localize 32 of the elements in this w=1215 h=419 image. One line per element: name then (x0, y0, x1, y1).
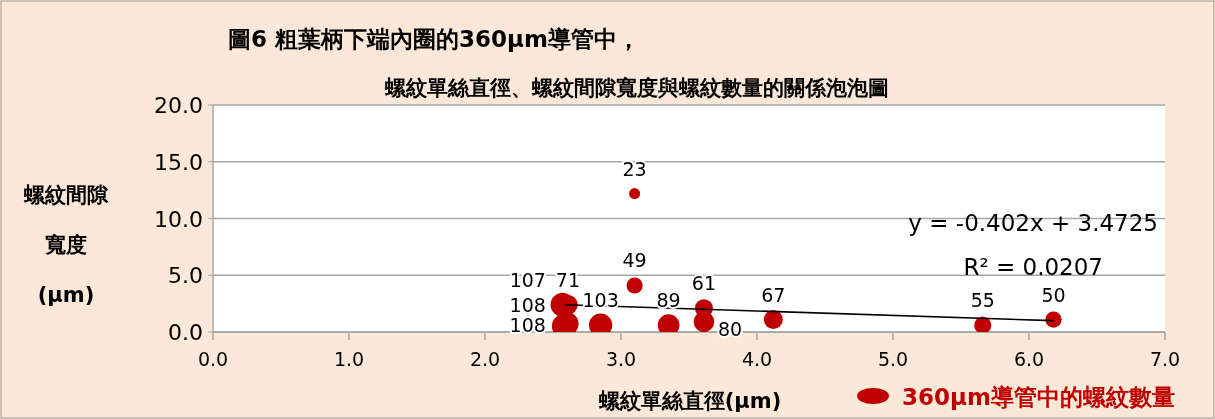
chart-subtitle: 螺紋單絲直徑、螺紋間隙寬度與螺紋數量的關係泡泡圖 (384, 76, 889, 100)
x-tick-label: 6.0 (1013, 348, 1045, 370)
x-tick-label: 5.0 (877, 348, 909, 370)
annotation: 108 (509, 314, 546, 337)
x-axis-title: 螺紋單絲直徑(μm) (597, 389, 782, 413)
y-tick-label: 15.0 (154, 149, 203, 175)
x-tick-label: 1.0 (333, 348, 365, 370)
x-tick-label: 2.0 (469, 348, 501, 370)
annotation: y = -0.402x + 3.4725 (908, 210, 1158, 236)
annotation: 61 (691, 272, 717, 295)
chart-title: 圖6 粗葉柄下端內圈的360μm導管中， (228, 26, 640, 52)
x-tick-label: 7.0 (1149, 348, 1181, 370)
y-tick-label: 0.0 (168, 320, 203, 345)
annotation: 108 (509, 294, 546, 317)
annotation: 23 (622, 157, 647, 180)
legend-label: 360μm導管中的螺紋數量 (902, 384, 1175, 410)
annotation: 89 (656, 289, 681, 312)
annotation: 71 (555, 268, 581, 291)
x-tick-label: 4.0 (741, 348, 773, 370)
y-tick-label: 5.0 (168, 263, 203, 289)
annotation: 50 (1041, 283, 1066, 306)
x-tick-label: 0.0 (197, 348, 229, 370)
annotation: 55 (970, 289, 995, 312)
y-tick-label: 20.0 (154, 93, 203, 118)
annotation: 67 (761, 283, 786, 306)
x-tick-label: 3.0 (605, 348, 637, 370)
y-tick-label: 10.0 (154, 206, 203, 232)
text: 螺紋間隙寬度(μm) (24, 183, 108, 307)
annotation: 80 (717, 317, 743, 340)
annotation: 49 (622, 249, 647, 272)
annotation: 107 (509, 268, 546, 291)
annotation: R² = 0.0207 (963, 254, 1103, 280)
